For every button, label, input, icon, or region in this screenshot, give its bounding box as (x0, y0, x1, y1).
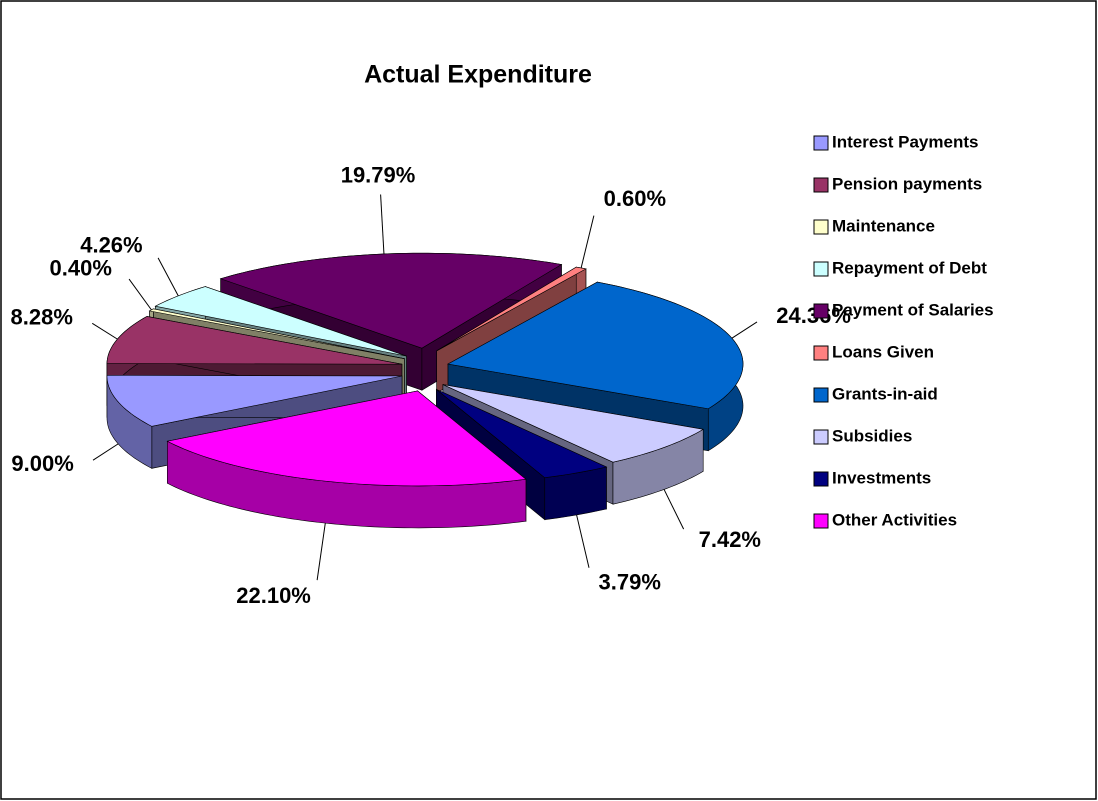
legend-label: Interest Payments (832, 132, 978, 151)
legend-label: Payment of Salaries (832, 300, 994, 319)
legend-swatch (813, 429, 829, 445)
legend-label: Repayment of Debt (832, 258, 987, 277)
legend-label: Loans Given (832, 342, 934, 361)
legend-label: Maintenance (832, 216, 935, 235)
legend-swatch (813, 303, 829, 319)
leader-line (92, 443, 119, 461)
legend-label: Investments (832, 468, 931, 487)
leader-line (663, 489, 685, 530)
leader-line (316, 523, 326, 581)
leader-line (580, 215, 595, 269)
chart-title: Actual Expenditure (364, 61, 592, 89)
slice-top (106, 316, 402, 365)
data-label: 0.60% (604, 186, 666, 211)
leader-line (91, 322, 118, 340)
legend-swatch (813, 387, 829, 403)
legend-label: Subsidies (832, 426, 912, 445)
data-label: 22.10% (236, 583, 311, 608)
data-label: 9.00% (11, 451, 73, 476)
slice-top (436, 389, 608, 479)
legend-swatch (813, 135, 829, 151)
data-label: 8.28% (11, 304, 73, 329)
legend-swatch (813, 177, 829, 193)
legend-swatch (813, 261, 829, 277)
leader-line (128, 278, 152, 311)
leader-line (157, 257, 179, 297)
slice-top (442, 384, 705, 463)
data-label: 7.42% (699, 527, 761, 552)
leader-line (380, 194, 385, 255)
data-label: 19.79% (341, 162, 416, 187)
data-label: 0.40% (50, 256, 112, 281)
legend-swatch (813, 345, 829, 361)
leader-line (731, 321, 758, 339)
slice-top (106, 375, 403, 427)
legend-label: Other Activities (832, 510, 957, 529)
data-label: 3.79% (599, 569, 661, 594)
data-label: 4.26% (80, 232, 142, 257)
slice-top (166, 390, 527, 487)
leader-line (576, 514, 590, 568)
legend-swatch (813, 513, 829, 529)
legend-label: Grants-in-aid (832, 384, 938, 403)
legend-label: Pension payments (832, 174, 982, 193)
slice-top (154, 286, 407, 357)
legend-swatch (813, 219, 829, 235)
legend-swatch (813, 471, 829, 487)
